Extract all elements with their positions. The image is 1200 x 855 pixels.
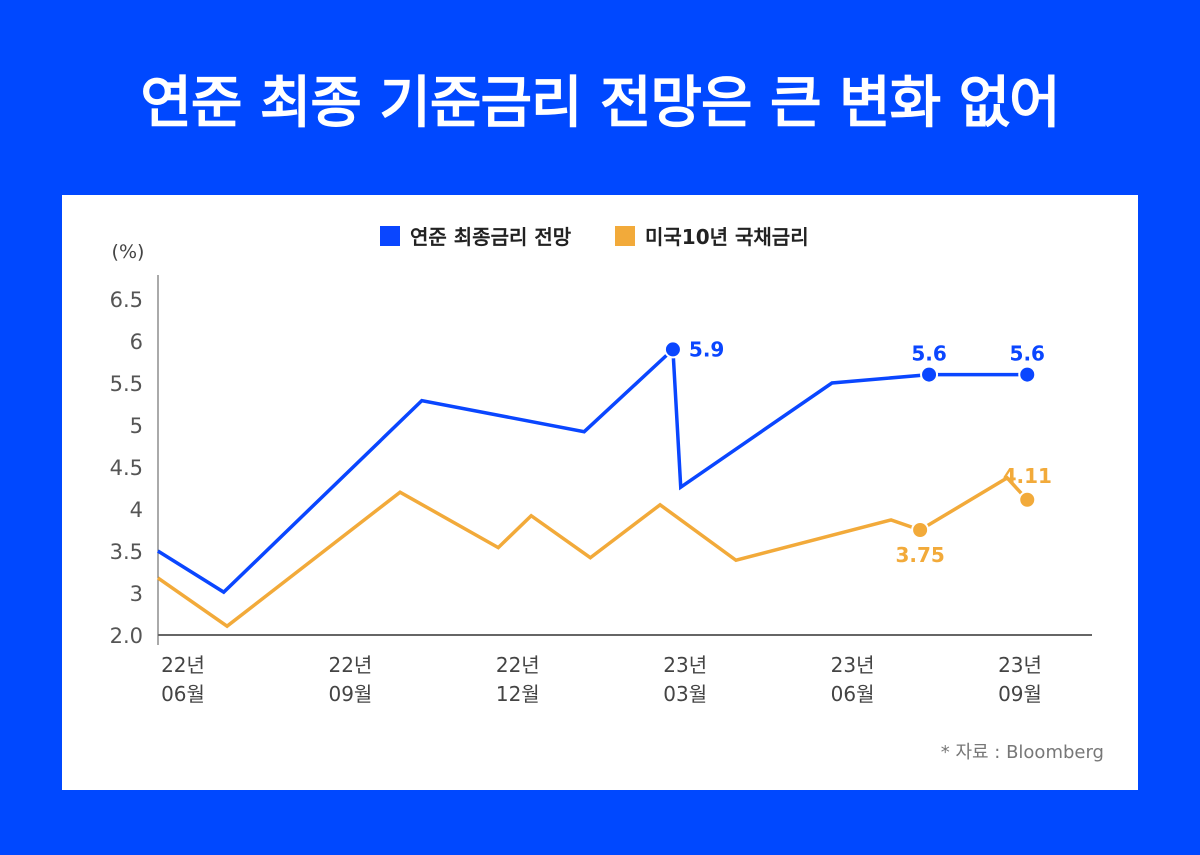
x-tick-label: 22년 xyxy=(161,653,205,677)
x-tick-label: 23년 xyxy=(663,653,707,677)
source-note: * 자료 : Bloomberg xyxy=(940,742,1104,763)
y-tick-label: 3 xyxy=(130,582,143,606)
data-point-treasury xyxy=(1018,490,1037,509)
y-tick-label: 3.5 xyxy=(110,540,143,564)
y-tick-label: 6 xyxy=(130,330,143,354)
series-line-treasury xyxy=(156,475,1029,629)
x-tick-label: 09월 xyxy=(998,682,1042,706)
data-point-fed xyxy=(1018,365,1037,384)
x-tick-label: 23년 xyxy=(831,653,875,677)
x-tick-label: 03월 xyxy=(663,682,707,706)
x-tick-label: 22년 xyxy=(328,653,372,677)
y-axis-label: (%) xyxy=(112,241,145,263)
y-tick-label: 5 xyxy=(130,414,143,438)
y-tick-label: 4.5 xyxy=(110,456,143,480)
legend-label-treasury: 미국10년 국채금리 xyxy=(645,225,809,249)
page-title: 연준 최종 기준금리 전망은 큰 변화 없어 xyxy=(140,71,1060,136)
x-tick-label: 09월 xyxy=(328,682,372,706)
legend-swatch-treasury xyxy=(615,226,635,246)
data-point-fed xyxy=(920,365,939,384)
data-label-fed: 5.6 xyxy=(1010,342,1045,366)
data-point-treasury xyxy=(911,521,930,539)
x-tick-label: 22년 xyxy=(496,653,540,677)
data-label-fed: 5.6 xyxy=(911,342,946,366)
data-label-treasury: 3.75 xyxy=(895,543,944,567)
x-tick-label: 12월 xyxy=(496,682,540,706)
data-label-treasury: 4.11 xyxy=(1003,464,1052,488)
legend-label-fed: 연준 최종금리 전망 xyxy=(410,225,572,249)
legend-swatch-fed xyxy=(380,226,400,246)
y-tick-label: 4 xyxy=(130,498,143,522)
x-tick-label: 06월 xyxy=(831,682,875,706)
data-point-fed xyxy=(663,340,682,359)
y-tick-label: 5.5 xyxy=(110,372,143,396)
y-tick-label: 2.0 xyxy=(110,624,143,648)
x-tick-label: 06월 xyxy=(161,682,205,706)
data-label-fed: 5.9 xyxy=(689,337,724,361)
chart-panel xyxy=(62,195,1138,790)
y-tick-label: 6.5 xyxy=(110,288,143,312)
x-tick-label: 23년 xyxy=(998,653,1042,677)
